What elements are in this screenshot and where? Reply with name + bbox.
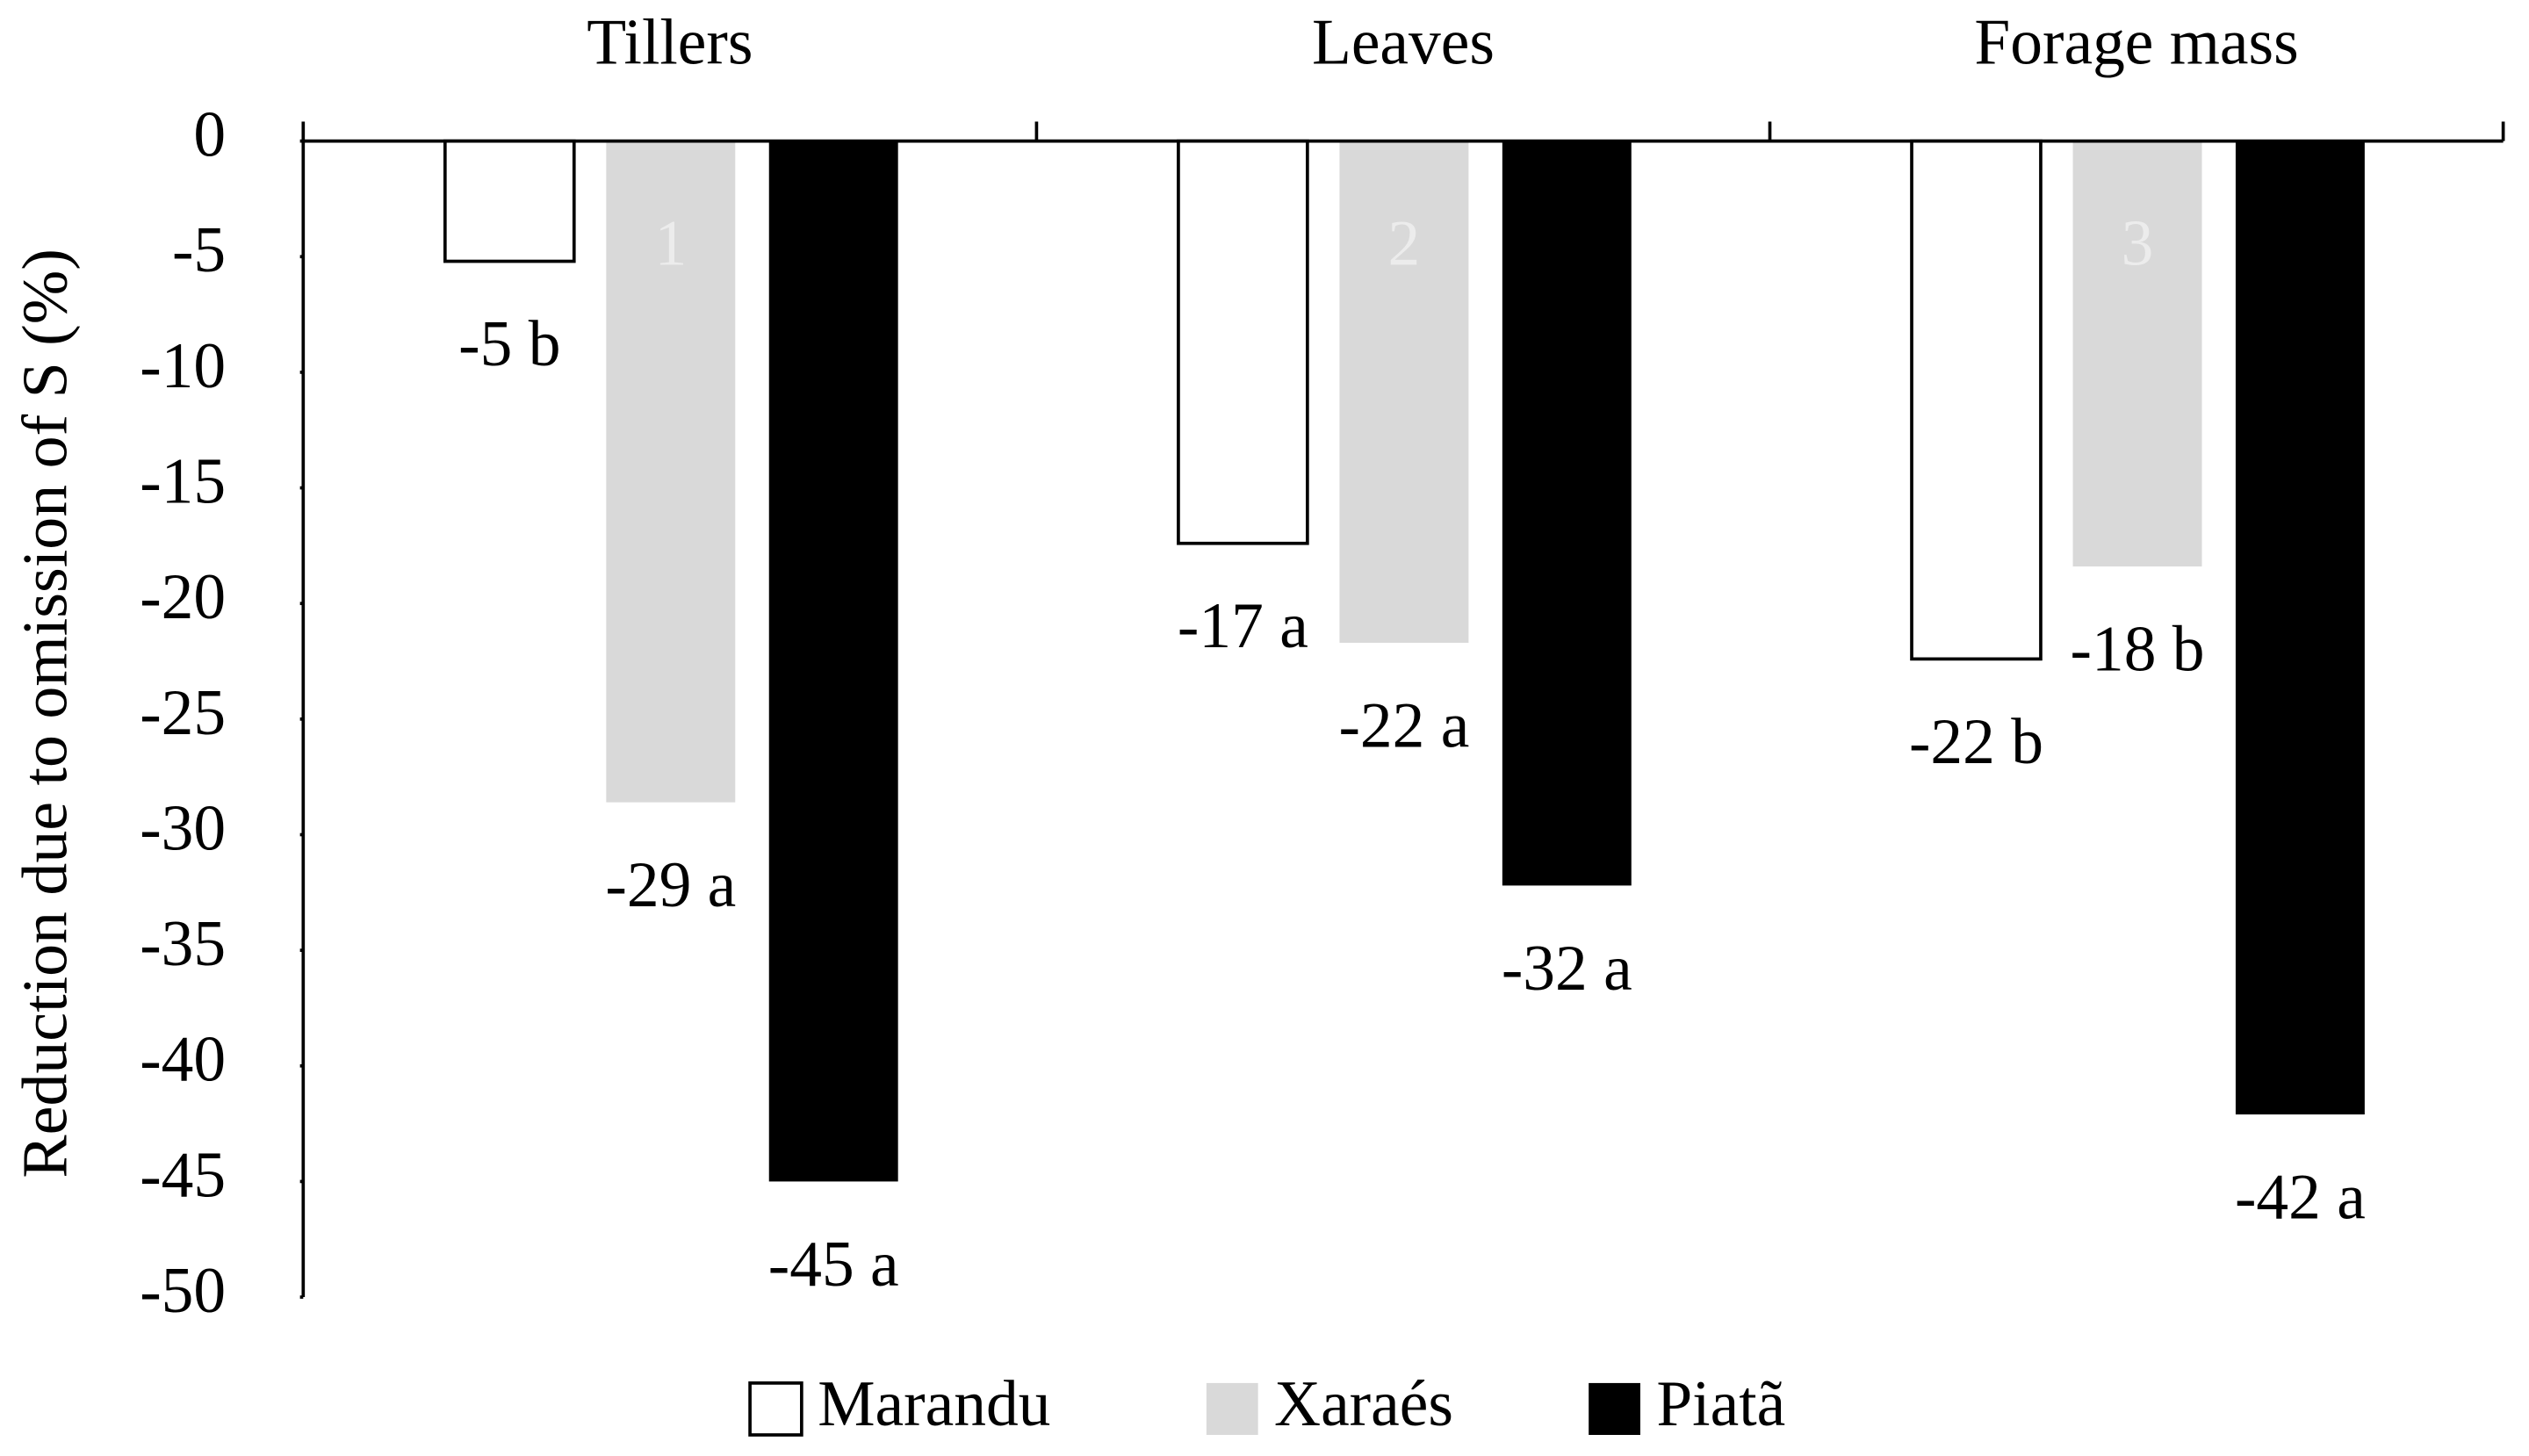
bar (1910, 139, 2043, 661)
value-label: -22 a (1338, 688, 1469, 760)
value-label: -42 a (2235, 1160, 2366, 1232)
y-tick-label: -25 (140, 676, 226, 748)
legend-swatch (748, 1381, 803, 1437)
bar (1339, 141, 1469, 643)
value-label: -17 a (1178, 589, 1308, 661)
panel-label: 2 (1388, 206, 1421, 278)
legend-swatch (1589, 1382, 1640, 1435)
category-label: Forage mass (1974, 5, 2298, 77)
value-label: -22 b (1909, 705, 2043, 777)
y-tick-label: -5 (172, 213, 226, 285)
bar (768, 141, 898, 1182)
bar (2235, 141, 2365, 1115)
category-label: Leaves (1312, 5, 1495, 77)
value-label: -32 a (1502, 932, 1632, 1004)
y-tick-label: -45 (140, 1138, 226, 1210)
y-tick-label: -20 (140, 560, 226, 632)
legend-swatch (1206, 1382, 1258, 1435)
category-label: Tillers (587, 5, 753, 77)
y-tick-label: -10 (140, 329, 226, 401)
y-tick-label: -50 (140, 1254, 226, 1326)
bar (443, 139, 576, 263)
y-tick-label: 0 (193, 97, 226, 169)
y-tick-label: -30 (140, 791, 226, 863)
bar (1177, 139, 1309, 545)
value-label: -29 a (605, 848, 736, 920)
value-label: -45 a (768, 1228, 899, 1300)
panel-label: 1 (654, 206, 687, 278)
y-axis-title: Reduction due to omission of S (%) (9, 249, 81, 1178)
y-tick-label: -35 (140, 907, 226, 979)
value-label: -5 b (458, 307, 560, 379)
panel-label: 3 (2122, 206, 2154, 278)
y-tick-label: -40 (140, 1023, 226, 1095)
bar (1502, 141, 1632, 886)
bar (606, 141, 736, 803)
bar (2072, 141, 2202, 567)
value-label: -18 b (2071, 612, 2205, 684)
legend-label: Xaraés (1274, 1367, 1453, 1439)
legend-label: Piatã (1656, 1367, 1785, 1439)
legend-label: Marandu (818, 1367, 1050, 1439)
y-tick-label: -15 (140, 444, 226, 516)
